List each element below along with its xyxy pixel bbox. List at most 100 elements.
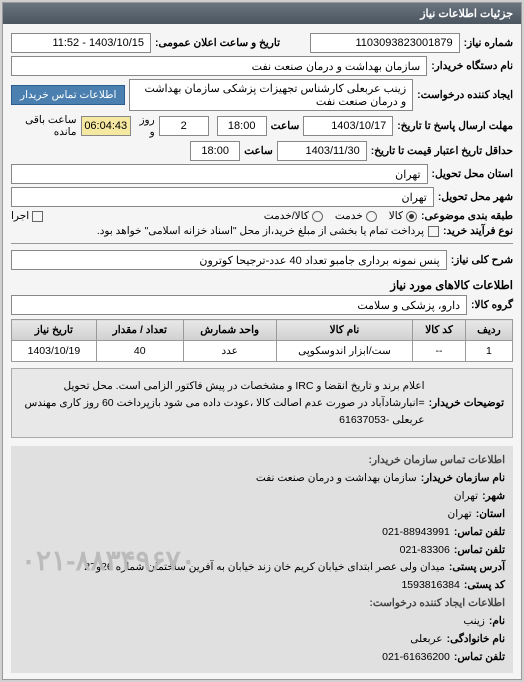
- group-field: دارو، پزشکی و سلامت: [11, 295, 467, 315]
- time-label-1: ساعت: [271, 120, 300, 132]
- announce-label: تاریخ و ساعت اعلان عمومی:: [155, 37, 280, 49]
- goods-section-label: اطلاعات کالاهای مورد نیاز: [390, 278, 513, 292]
- payment-check[interactable]: [428, 226, 439, 237]
- payment-note: پرداخت تمام یا بخشی از مبلغ خرید،از محل …: [97, 225, 424, 237]
- contact-header1: اطلاعات تماس سازمان خریدار:: [19, 452, 505, 470]
- goods-section-header: اطلاعات کالاهای مورد نیاز: [11, 278, 513, 292]
- remain-text: ساعت باقی مانده: [11, 114, 77, 138]
- table-cell: عدد: [183, 341, 276, 362]
- deadline-date-field: 1403/10/17: [303, 116, 393, 136]
- radio-dot-icon: [366, 211, 377, 222]
- table-cell: 1403/10/19: [12, 341, 97, 362]
- goods-table: ردیفکد کالانام کالاواحد شمارشتعداد / مقد…: [11, 319, 513, 362]
- creator-label: ایجاد کننده درخواست:: [417, 89, 513, 101]
- buyer-label: نام دستگاه خریدار:: [431, 60, 513, 72]
- city-field: تهران: [11, 187, 434, 207]
- phone-label: تلفن تماس:: [454, 524, 505, 542]
- need-details-panel: جزئیات اطلاعات نیاز شماره نیاز: 11030938…: [2, 2, 522, 680]
- phone2-label: تلفن تماس:: [454, 649, 505, 667]
- row-buyer: نام دستگاه خریدار: سازمان بهداشت و درمان…: [11, 56, 513, 76]
- panel-title: جزئیات اطلاعات نیاز: [3, 3, 521, 24]
- divider: [11, 243, 513, 244]
- family-label: نام خانوادگی:: [447, 631, 505, 649]
- province-field: تهران: [11, 164, 428, 184]
- phone2-value: 021-61636200: [382, 649, 450, 667]
- row-deadline: مهلت ارسال پاسخ تا تاریخ: 1403/10/17 ساع…: [11, 114, 513, 138]
- radio-khadamat[interactable]: خدمت: [335, 210, 377, 222]
- days-left-field: 2: [159, 116, 209, 136]
- row-classify: طبقه بندی موضوعی: کالا خدمت کالا/خدمت اج…: [11, 210, 513, 222]
- table-header-cell: تعداد / مقدار: [96, 320, 183, 341]
- org-label: نام سازمان خریدار:: [421, 470, 505, 488]
- name-label: نام:: [489, 613, 505, 631]
- table-cell: ست/ابزار اندوسکوپی: [276, 341, 413, 362]
- classify-label: طبقه بندی موضوعی:: [421, 210, 513, 222]
- keyword-field: پنس نمونه برداری جامبو تعداد 40 عدد-ترجی…: [11, 250, 447, 270]
- row-province: استان محل تحویل: تهران: [11, 164, 513, 184]
- addr-label: آدرس پستی:: [449, 559, 505, 577]
- ejra-label: اجرا: [11, 210, 29, 222]
- table-row[interactable]: 1--ست/ابزار اندوسکوپیعدد401403/10/19: [12, 341, 513, 362]
- post-label: کد پستی:: [464, 577, 505, 595]
- table-cell: 40: [96, 341, 183, 362]
- row-need-no: شماره نیاز: 1103093823001879 تاریخ و ساع…: [11, 33, 513, 53]
- table-cell: --: [413, 341, 466, 362]
- buyer-field: سازمان بهداشت و درمان صنعت نفت: [11, 56, 427, 76]
- creator-field: زینب عربعلی کارشناس تجهیزات پزشکی سازمان…: [129, 79, 413, 111]
- countdown-field: 06:04:43: [81, 116, 131, 136]
- checkbox-icon: [32, 211, 43, 222]
- radio-both-label: کالا/خدمت: [264, 210, 309, 222]
- org-value: سازمان بهداشت و درمان صنعت نفت: [256, 470, 417, 488]
- contact-city-value: تهران: [454, 488, 478, 506]
- radio-khadamat-label: خدمت: [335, 210, 363, 222]
- city-label: شهر محل تحویل:: [438, 191, 513, 203]
- specs-text: اعلام برند و تاریخ انقضا و IRC و مشخصات …: [20, 378, 425, 428]
- validity-date-field: 1403/11/30: [277, 141, 367, 161]
- contact-info-block: اطلاعات تماس سازمان خریدار: نام سازمان خ…: [11, 446, 513, 672]
- contact-province-value: تهران: [448, 506, 472, 524]
- name-value: زینب: [463, 613, 484, 631]
- radio-both[interactable]: کالا/خدمت: [264, 210, 323, 222]
- contact-city-label: شهر:: [482, 488, 505, 506]
- need-no-label: شماره نیاز:: [464, 37, 513, 49]
- deadline-time-field: 18:00: [217, 116, 267, 136]
- province-label: استان محل تحویل:: [432, 168, 513, 180]
- row-payment: نوع فرآیند خرید: پرداخت تمام یا بخشی از …: [11, 225, 513, 237]
- family-value: عربعلی: [410, 631, 442, 649]
- watermark-phone: ۰۲۱-۸۸۳۴۹۶۷۰: [21, 537, 196, 585]
- radio-kala-label: کالا: [389, 210, 403, 222]
- panel-body: شماره نیاز: 1103093823001879 تاریخ و ساع…: [3, 24, 521, 679]
- need-no-field: 1103093823001879: [310, 33, 460, 53]
- ejra-check[interactable]: اجرا: [11, 210, 43, 222]
- validity-label: حداقل تاریخ اعتبار قیمت تا تاریخ:: [371, 145, 513, 157]
- radio-kala[interactable]: کالا: [389, 210, 417, 222]
- announce-field: 1403/10/15 - 11:52: [11, 33, 151, 53]
- table-header-row: ردیفکد کالانام کالاواحد شمارشتعداد / مقد…: [12, 320, 513, 341]
- classify-radio-group: کالا خدمت کالا/خدمت: [264, 210, 417, 222]
- post-value: 1593816384: [401, 577, 459, 595]
- row-validity: حداقل تاریخ اعتبار قیمت تا تاریخ: 1403/1…: [11, 141, 513, 161]
- days-word: روز و: [135, 114, 155, 138]
- radio-dot-icon: [406, 211, 417, 222]
- row-creator: ایجاد کننده درخواست: زینب عربعلی کارشناس…: [11, 79, 513, 111]
- time-label-2: ساعت: [244, 145, 273, 157]
- deadline-label: مهلت ارسال پاسخ تا تاریخ:: [397, 120, 513, 132]
- checkbox-icon: [428, 226, 439, 237]
- table-header-cell: تاریخ نیاز: [12, 320, 97, 341]
- table-header-cell: واحد شمارش: [183, 320, 276, 341]
- table-cell: 1: [465, 341, 512, 362]
- keyword-label: شرح کلی نیاز:: [451, 254, 513, 266]
- table-header-cell: نام کالا: [276, 320, 413, 341]
- specs-label: توضیحات خریدار:: [429, 395, 504, 412]
- table-header-cell: کد کالا: [413, 320, 466, 341]
- radio-dot-icon: [312, 211, 323, 222]
- row-group: گروه کالا: دارو، پزشکی و سلامت: [11, 295, 513, 315]
- payment-label: نوع فرآیند خرید:: [443, 225, 513, 237]
- contact-info-button[interactable]: اطلاعات تماس خریدار: [11, 85, 125, 105]
- validity-time-field: 18:00: [190, 141, 240, 161]
- fax-value: 021-83306: [400, 542, 450, 560]
- buyer-specs-box: توضیحات خریدار: اعلام برند و تاریخ انقضا…: [11, 368, 513, 438]
- group-label: گروه کالا:: [471, 299, 513, 311]
- row-keyword: شرح کلی نیاز: پنس نمونه برداری جامبو تعد…: [11, 250, 513, 270]
- table-header-cell: ردیف: [465, 320, 512, 341]
